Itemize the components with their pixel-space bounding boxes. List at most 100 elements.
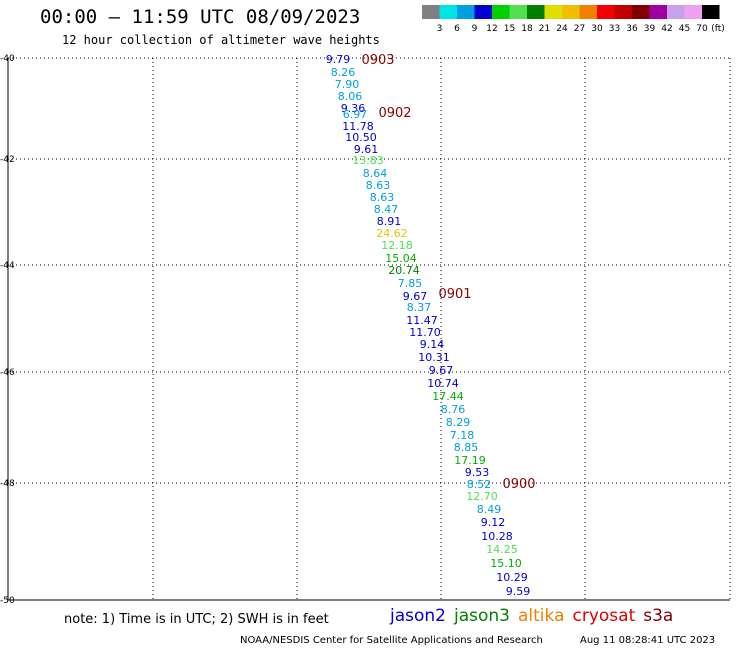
colorbar-swatch <box>474 5 492 19</box>
satellite-legend: jason2 jason3 altika cryosat s3a <box>390 606 681 626</box>
colorbar-unit: (ft) <box>711 24 725 34</box>
wave-height-label: 6.97 <box>343 108 368 121</box>
colorbar-swatch <box>439 5 457 19</box>
pass-time-label: 0903 <box>361 53 394 68</box>
colorbar-swatch <box>579 5 597 19</box>
colorbar-label: 3 <box>437 24 443 34</box>
colorbar-swatch <box>492 5 510 19</box>
wave-height-label: 8.63 <box>366 179 391 192</box>
lat-tick-label: -44 <box>0 261 15 271</box>
colorbar-label: 21 <box>539 24 550 34</box>
footer-timestamp: Aug 11 08:28:41 UTC 2023 <box>580 635 716 646</box>
wave-height-colorbar: 3 6 9 12 15 18 21 24 27 30 33 36 39 42 45 70 (ft) <box>422 5 725 34</box>
colorbar-label: 30 <box>591 24 603 34</box>
note-text: note: 1) Time is in UTC; 2) SWH is in fe… <box>64 612 329 627</box>
wave-height-label: 20.74 <box>388 264 420 277</box>
pass-time-label: 0900 <box>502 477 535 492</box>
wave-height-label: 8.64 <box>363 167 388 180</box>
colorbar-swatch <box>422 5 440 19</box>
colorbar-label: 42 <box>661 24 672 34</box>
wave-height-label: 8.29 <box>446 416 471 429</box>
wave-height-label: 14.25 <box>486 543 518 556</box>
colorbar-label: 27 <box>574 24 585 34</box>
legend-item-jason2: jason2 <box>390 606 446 626</box>
wave-height-label: 10.28 <box>481 530 513 543</box>
wave-height-label: 13.83 <box>352 154 384 167</box>
page-title: 00:00 – 11:59 UTC 08/09/2023 <box>40 6 361 28</box>
colorbar-swatch <box>562 5 580 19</box>
pass-time-label: 0902 <box>378 106 411 121</box>
colorbar-swatch <box>667 5 685 19</box>
legend-item-altika: altika <box>518 606 565 626</box>
colorbar-label: 12 <box>486 24 497 34</box>
wave-height-label: 8.06 <box>338 90 363 103</box>
lat-tick-label: -50 <box>0 596 15 605</box>
wave-height-label: 11.47 <box>406 314 438 327</box>
colorbar-label: 9 <box>472 24 478 34</box>
wave-height-label: 12.70 <box>466 490 498 503</box>
wave-height-label: 9.59 <box>506 585 531 598</box>
wave-height-label: 7.90 <box>335 78 360 91</box>
colorbar-swatch <box>702 5 720 19</box>
wave-height-label: 7.85 <box>398 277 423 290</box>
legend-item-cryosat: cryosat <box>572 606 636 626</box>
wave-height-label: 8.63 <box>370 191 395 204</box>
colorbar-swatch <box>544 5 562 19</box>
wave-height-label: 24.62 <box>376 227 408 240</box>
colorbar-swatch <box>614 5 632 19</box>
wave-height-label: 17.19 <box>454 454 486 467</box>
colorbar-label: 39 <box>644 24 656 34</box>
wave-height-label: 9.79 <box>326 53 351 66</box>
wave-height-label: 10.74 <box>427 377 459 390</box>
wave-height-label: 17.44 <box>432 390 464 403</box>
wave-height-label: 8.47 <box>374 203 399 216</box>
colorbar-swatch <box>597 5 615 19</box>
wave-height-label: 9.14 <box>420 338 445 351</box>
wave-height-label: 15.10 <box>490 557 522 570</box>
wave-height-label: 10.31 <box>418 351 450 364</box>
legend-item-s3a: s3a <box>643 606 674 626</box>
wave-height-label: 11.78 <box>342 120 374 133</box>
footer-source: NOAA/NESDIS Center for Satellite Applica… <box>240 635 543 646</box>
wave-height-label: 8.52 <box>467 478 492 491</box>
wave-height-label: 9.61 <box>354 143 379 156</box>
wave-height-label: 10.29 <box>496 571 528 584</box>
wave-height-label: 12.18 <box>381 239 413 252</box>
colorbar-label: 70 <box>696 24 708 34</box>
wave-height-label: 9.67 <box>403 290 428 303</box>
colorbar-label: 36 <box>626 24 638 34</box>
wave-height-label: 9.53 <box>465 466 490 479</box>
colorbar-label: 15 <box>504 24 515 34</box>
colorbar-swatch <box>527 5 545 19</box>
legend-item-jason3: jason3 <box>454 606 510 626</box>
colorbar-label: 33 <box>609 24 620 34</box>
wave-height-label: 8.37 <box>407 301 432 314</box>
wave-height-label: 9.36 <box>341 102 366 115</box>
colorbar-swatch <box>649 5 667 19</box>
pass-time-label: 0901 <box>438 287 471 302</box>
wave-height-label: 9.67 <box>429 364 454 377</box>
wave-height-label: 8.26 <box>331 66 356 79</box>
lat-tick-label: -46 <box>0 368 15 378</box>
lat-tick-label: -48 <box>0 479 15 489</box>
colorbar-swatch <box>684 5 702 19</box>
wave-height-label: 8.91 <box>377 215 402 228</box>
page-subtitle: 12 hour collection of altimeter wave hei… <box>62 33 380 47</box>
colorbar-swatch <box>457 5 475 19</box>
lat-tick-label: -42 <box>0 155 15 165</box>
wave-height-label: 8.85 <box>454 441 479 454</box>
wave-height-label: 8.76 <box>441 403 466 416</box>
colorbar-label: 45 <box>679 24 690 34</box>
wave-height-label: 9.12 <box>481 516 506 529</box>
wave-height-label: 10.50 <box>345 131 377 144</box>
wave-height-map: -165-182-159-156-153-150-40-42-44-46-48-… <box>0 53 731 605</box>
colorbar-label: 6 <box>454 24 460 34</box>
colorbar-label: 24 <box>556 24 568 34</box>
wave-height-label: 11.70 <box>409 326 441 339</box>
colorbar-swatch <box>632 5 650 19</box>
colorbar-swatch <box>509 5 527 19</box>
wave-height-label: 8.49 <box>477 503 502 516</box>
lat-tick-label: -40 <box>0 54 15 64</box>
wave-height-label: 15.04 <box>385 252 417 265</box>
